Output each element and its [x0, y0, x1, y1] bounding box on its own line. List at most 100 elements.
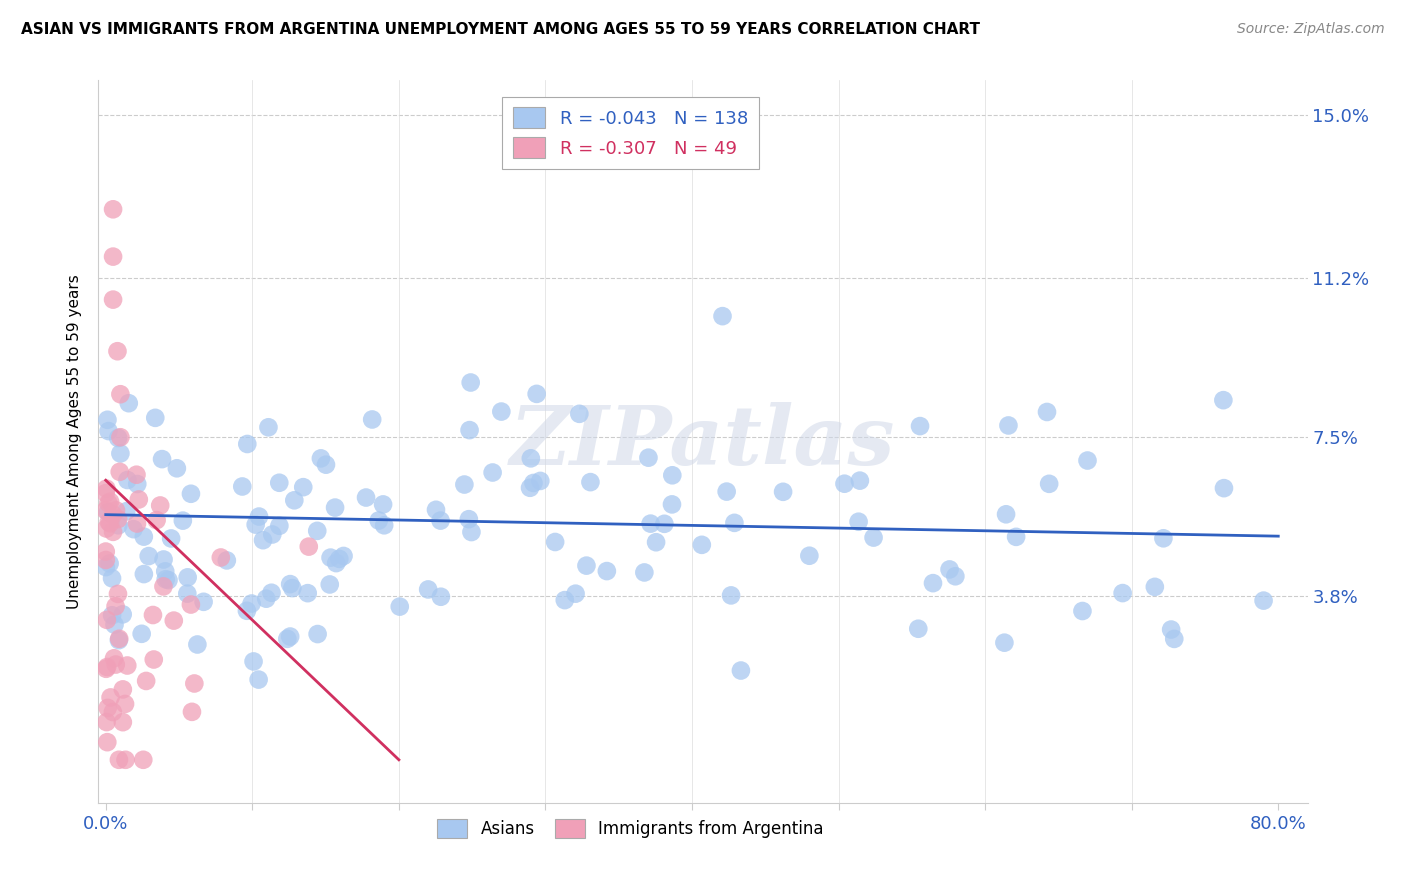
Point	[166, 461, 188, 475]
Point	[160, 532, 183, 546]
Point	[111, 682, 134, 697]
Point	[1253, 593, 1275, 607]
Point	[319, 550, 342, 565]
Point	[107, 344, 129, 359]
Point	[481, 466, 503, 480]
Point	[101, 524, 124, 539]
Point	[429, 514, 451, 528]
Point	[115, 504, 138, 518]
Point	[1071, 604, 1094, 618]
Point	[240, 597, 263, 611]
Point	[247, 509, 270, 524]
Point	[325, 556, 347, 570]
Point	[654, 516, 676, 531]
Point	[1005, 530, 1028, 544]
Point	[799, 549, 821, 563]
Point	[596, 564, 619, 578]
Point	[276, 632, 298, 646]
Point	[101, 250, 124, 264]
Point	[101, 202, 124, 217]
Point	[834, 476, 856, 491]
Point	[907, 622, 929, 636]
Point	[640, 516, 662, 531]
Point	[108, 632, 131, 646]
Point	[315, 458, 337, 472]
Y-axis label: Unemployment Among Ages 55 to 59 years: Unemployment Among Ages 55 to 59 years	[67, 274, 83, 609]
Point	[152, 579, 174, 593]
Point	[118, 396, 141, 410]
Point	[107, 512, 129, 526]
Point	[114, 753, 136, 767]
Point	[107, 587, 129, 601]
Point	[152, 552, 174, 566]
Point	[96, 715, 118, 730]
Point	[105, 503, 128, 517]
Point	[110, 446, 132, 460]
Point	[97, 701, 120, 715]
Point	[186, 638, 208, 652]
Point	[150, 452, 173, 467]
Point	[278, 630, 301, 644]
Point	[849, 474, 872, 488]
Point	[180, 487, 202, 501]
Point	[215, 553, 238, 567]
Point	[711, 309, 734, 323]
Point	[425, 503, 447, 517]
Point	[661, 468, 683, 483]
Point	[252, 533, 274, 548]
Point	[94, 560, 117, 574]
Point	[373, 518, 395, 533]
Point	[98, 495, 121, 509]
Point	[142, 652, 165, 666]
Point	[135, 673, 157, 688]
Point	[108, 753, 131, 767]
Point	[564, 587, 586, 601]
Point	[209, 550, 232, 565]
Point	[145, 513, 167, 527]
Point	[231, 479, 253, 493]
Point	[388, 599, 411, 614]
Point	[332, 549, 354, 563]
Text: ASIAN VS IMMIGRANTS FROM ARGENTINA UNEMPLOYMENT AMONG AGES 55 TO 59 YEARS CORREL: ASIAN VS IMMIGRANTS FROM ARGENTINA UNEMP…	[21, 22, 980, 37]
Point	[176, 570, 198, 584]
Point	[1143, 580, 1166, 594]
Point	[690, 538, 713, 552]
Point	[157, 573, 180, 587]
Point	[1213, 481, 1236, 495]
Point	[575, 558, 598, 573]
Point	[309, 451, 332, 466]
Legend: Asians, Immigrants from Argentina: Asians, Immigrants from Argentina	[430, 813, 831, 845]
Point	[772, 484, 794, 499]
Point	[107, 431, 129, 445]
Point	[111, 607, 134, 622]
Point	[236, 604, 259, 618]
Text: Source: ZipAtlas.com: Source: ZipAtlas.com	[1237, 22, 1385, 37]
Point	[180, 598, 202, 612]
Point	[328, 552, 350, 566]
Point	[254, 591, 277, 606]
Point	[101, 608, 124, 623]
Text: ZIPatlas: ZIPatlas	[510, 401, 896, 482]
Point	[149, 499, 172, 513]
Point	[183, 676, 205, 690]
Point	[138, 549, 160, 563]
Point	[110, 430, 132, 444]
Point	[568, 407, 591, 421]
Point	[101, 508, 124, 522]
Point	[257, 420, 280, 434]
Point	[319, 577, 342, 591]
Point	[96, 613, 118, 627]
Point	[96, 521, 118, 535]
Point	[520, 451, 543, 466]
Point	[298, 540, 321, 554]
Point	[720, 588, 742, 602]
Point	[361, 412, 384, 426]
Point	[172, 514, 194, 528]
Point	[281, 581, 304, 595]
Point	[96, 735, 118, 749]
Point	[529, 474, 551, 488]
Point	[181, 705, 204, 719]
Point	[579, 475, 602, 489]
Point	[269, 475, 291, 490]
Point	[645, 535, 668, 549]
